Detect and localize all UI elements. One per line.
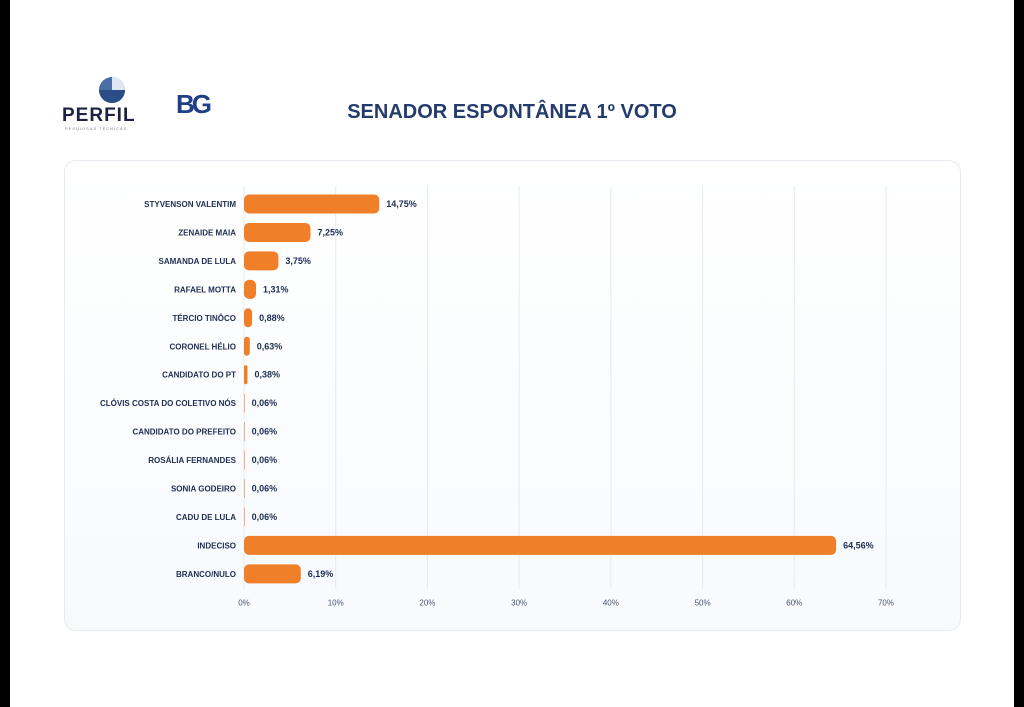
category-label: CLÓVIS COSTA DO COLETIVO NÓS xyxy=(100,399,237,408)
x-tick-label: 30% xyxy=(511,598,527,607)
data-label: 0,06% xyxy=(252,455,278,465)
bar xyxy=(244,308,253,328)
data-label: 6,19% xyxy=(308,569,334,579)
bar xyxy=(244,336,250,356)
category-label: ROSÁLIA FERNANDES xyxy=(148,456,236,465)
bar xyxy=(244,564,301,584)
data-label: 0,06% xyxy=(252,398,278,408)
category-label: TÉRCIO TINÔCO xyxy=(172,314,236,323)
bar xyxy=(244,279,257,299)
category-label: ZENAIDE MAIA xyxy=(178,228,236,237)
bar xyxy=(244,507,245,527)
bar xyxy=(244,222,311,242)
perfil-logo-text: PERFIL xyxy=(62,105,136,126)
bar-chart: 0% 10% 20% 30% 40% 50% 60% 70% STYVENSON VALENTI… xyxy=(100,186,894,607)
data-label: 0,63% xyxy=(257,341,283,351)
perfil-logo-subtext: PESQUISAS TÉCNICAS xyxy=(65,126,128,131)
bar xyxy=(244,479,245,498)
x-tick-label: 0% xyxy=(238,598,250,607)
data-label: 3,75% xyxy=(285,256,311,266)
category-label: SAMANDA DE LULA xyxy=(159,257,237,266)
bar xyxy=(244,194,380,214)
category-label: CORONEL HÉLIO xyxy=(169,342,236,351)
data-label: 0,06% xyxy=(252,427,278,437)
data-label: 0,38% xyxy=(254,370,280,380)
category-label: CANDIDATO DO PT xyxy=(162,371,236,380)
data-label: 0,06% xyxy=(252,484,278,494)
data-label: 14,75% xyxy=(386,199,417,209)
page: PERFIL PESQUISAS TÉCNICAS BG SENADOR ESP… xyxy=(10,0,1014,707)
data-label: 64,56% xyxy=(843,540,874,550)
category-label: INDECISO xyxy=(197,541,236,550)
data-label: 7,25% xyxy=(317,227,343,237)
x-tick-label: 50% xyxy=(695,598,711,607)
bar xyxy=(244,535,837,555)
perfil-logo: PERFIL PESQUISAS TÉCNICAS xyxy=(62,76,162,131)
chart-card: 0% 10% 20% 30% 40% 50% 60% 70% STYVENSON VALENTI… xyxy=(64,160,961,631)
chart-title: SENADOR ESPONTÂNEA 1º VOTO xyxy=(347,101,677,123)
category-label: STYVENSON VALENTIM xyxy=(144,200,236,209)
x-tick-label: 10% xyxy=(328,598,344,607)
x-tick-label: 60% xyxy=(786,598,802,607)
bar xyxy=(244,251,279,271)
data-label: 0,06% xyxy=(252,512,278,522)
category-label: SONIA GODEIRO xyxy=(171,485,236,494)
category-label: CADU DE LULA xyxy=(176,513,236,522)
category-label: RAFAEL MOTTA xyxy=(174,285,236,294)
data-label: 0,88% xyxy=(259,313,285,323)
globe-icon xyxy=(99,77,125,103)
category-label: CANDIDATO DO PREFEITO xyxy=(132,428,236,437)
bar xyxy=(244,393,245,413)
x-tick-label: 70% xyxy=(878,598,894,607)
bar xyxy=(244,365,248,385)
data-label: 1,31% xyxy=(263,284,289,294)
bg-logo: BG xyxy=(176,89,212,119)
x-tick-label: 40% xyxy=(603,598,619,607)
bar xyxy=(244,422,245,442)
bar xyxy=(244,450,245,470)
category-label: BRANCO/NULO xyxy=(176,570,236,579)
x-tick-label: 20% xyxy=(419,598,435,607)
